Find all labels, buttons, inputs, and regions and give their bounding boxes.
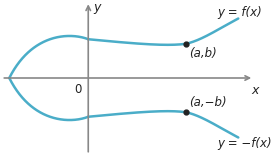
- Text: (a,b): (a,b): [189, 47, 217, 60]
- Text: y = −f(x): y = −f(x): [218, 137, 272, 150]
- Text: y = f(x): y = f(x): [218, 6, 263, 19]
- Text: y: y: [93, 1, 100, 14]
- Text: (a,−b): (a,−b): [189, 96, 227, 109]
- Text: 0: 0: [74, 83, 82, 96]
- Text: x: x: [251, 84, 258, 97]
